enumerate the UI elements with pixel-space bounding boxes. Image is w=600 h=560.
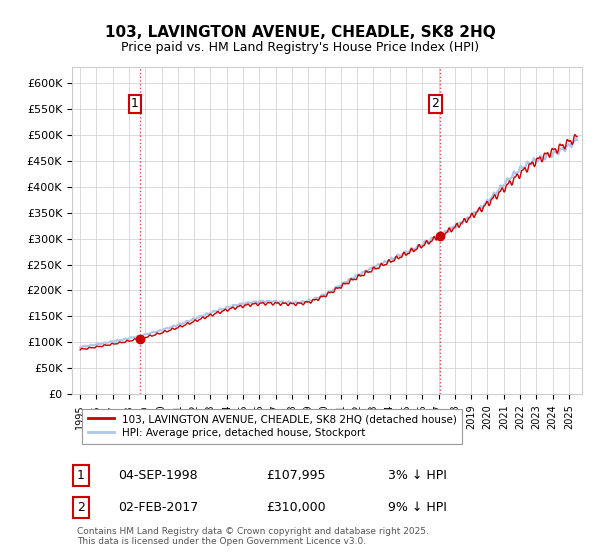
Text: 1: 1 xyxy=(77,469,85,482)
Text: £310,000: £310,000 xyxy=(266,501,325,514)
Text: £107,995: £107,995 xyxy=(266,469,325,482)
Text: Price paid vs. HM Land Registry's House Price Index (HPI): Price paid vs. HM Land Registry's House … xyxy=(121,41,479,54)
Text: Contains HM Land Registry data © Crown copyright and database right 2025.
This d: Contains HM Land Registry data © Crown c… xyxy=(77,527,429,547)
Text: 04-SEP-1998: 04-SEP-1998 xyxy=(118,469,197,482)
Text: 9% ↓ HPI: 9% ↓ HPI xyxy=(388,501,447,514)
Text: 3% ↓ HPI: 3% ↓ HPI xyxy=(388,469,447,482)
Legend: 103, LAVINGTON AVENUE, CHEADLE, SK8 2HQ (detached house), HPI: Average price, de: 103, LAVINGTON AVENUE, CHEADLE, SK8 2HQ … xyxy=(82,409,462,444)
Text: 1: 1 xyxy=(131,97,139,110)
Text: 2: 2 xyxy=(77,501,85,514)
Text: 2: 2 xyxy=(431,97,439,110)
Text: 103, LAVINGTON AVENUE, CHEADLE, SK8 2HQ: 103, LAVINGTON AVENUE, CHEADLE, SK8 2HQ xyxy=(104,25,496,40)
Text: 02-FEB-2017: 02-FEB-2017 xyxy=(118,501,198,514)
